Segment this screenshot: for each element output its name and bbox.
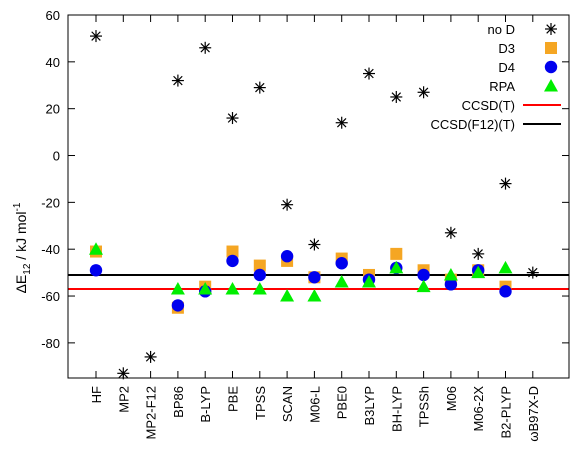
legend-marker-d3 bbox=[545, 42, 557, 54]
y-axis-label: ΔE12 / kJ mol-1 bbox=[12, 202, 33, 293]
point-rpa bbox=[170, 282, 185, 295]
point-d4 bbox=[335, 257, 348, 270]
legend-label-ccsd-t: CCSD(T) bbox=[462, 98, 515, 113]
y-tick-label: -60 bbox=[41, 289, 60, 304]
x-tick-label: B-LYP bbox=[198, 386, 213, 423]
x-tick-label: B3LYP bbox=[362, 386, 377, 426]
x-tick-label: BH-LYP bbox=[389, 386, 404, 432]
x-tick-label: TPSS bbox=[253, 386, 268, 420]
point-d4 bbox=[499, 285, 512, 298]
point-no-d bbox=[390, 90, 403, 103]
legend-marker-rpa bbox=[544, 79, 558, 92]
data-points bbox=[89, 30, 539, 380]
x-tick-label: PBE0 bbox=[335, 386, 350, 419]
x-tick-label: SCAN bbox=[280, 386, 295, 422]
y-tick-label: 20 bbox=[46, 102, 60, 117]
point-rpa bbox=[362, 274, 376, 288]
legend-label-rpa: RPA bbox=[489, 79, 515, 94]
point-d4 bbox=[280, 250, 294, 263]
point-rpa bbox=[252, 282, 267, 295]
x-tick-label: HF bbox=[89, 386, 104, 403]
point-rpa bbox=[89, 242, 103, 255]
point-no-d bbox=[499, 177, 512, 190]
point-no-d bbox=[444, 226, 457, 239]
y-tick-label: -20 bbox=[41, 195, 60, 210]
point-d4 bbox=[444, 278, 458, 291]
y-axis-label-main: ΔE bbox=[13, 275, 29, 294]
x-tick-label: M06-2X bbox=[471, 386, 486, 432]
point-d4 bbox=[308, 271, 321, 284]
point-no-d bbox=[90, 30, 102, 43]
legend-label-ccsd-f12-t: CCSD(F12)(T) bbox=[431, 117, 516, 132]
x-tick-label: B2-PLYP bbox=[499, 386, 514, 439]
point-rpa bbox=[443, 267, 458, 281]
y-axis-label-unit: / kJ mol bbox=[13, 211, 29, 263]
point-rpa bbox=[389, 260, 404, 274]
point-rpa bbox=[416, 279, 431, 293]
point-rpa bbox=[334, 274, 349, 288]
x-tick-label: BP86 bbox=[171, 386, 186, 418]
point-no-d bbox=[253, 81, 266, 94]
legend-label-d3: D3 bbox=[498, 41, 515, 56]
x-tick-label: MP2-F12 bbox=[144, 386, 159, 439]
point-no-d bbox=[335, 116, 348, 129]
point-d3 bbox=[390, 247, 403, 260]
x-tick-label: M06 bbox=[444, 386, 459, 411]
point-no-d bbox=[308, 238, 321, 251]
legend: no D D3 D4 RPA CCSD(T) CCSD(F12)(T) bbox=[431, 22, 561, 132]
axes: 60 40 20 0 -20 -40 -60 -80 HF MP2 MP2-F12 BP86 B-LYP… bbox=[41, 8, 570, 442]
point-d4 bbox=[89, 264, 103, 277]
point-rpa bbox=[225, 282, 240, 295]
point-no-d bbox=[417, 86, 430, 99]
x-tick-label: MP2 bbox=[116, 386, 131, 413]
point-d4 bbox=[253, 268, 266, 282]
point-no-d bbox=[363, 67, 375, 80]
point-d4 bbox=[417, 268, 430, 282]
point-no-d bbox=[526, 266, 539, 279]
y-axis-label-subscript: 12 bbox=[22, 263, 33, 275]
point-no-d bbox=[171, 74, 184, 87]
point-d4 bbox=[226, 254, 239, 268]
legend-marker-no-d bbox=[545, 23, 557, 35]
point-no-d bbox=[144, 350, 157, 363]
point-rpa bbox=[198, 282, 213, 295]
point-no-d bbox=[281, 198, 294, 211]
point-no-d bbox=[472, 247, 485, 260]
x-tick-label: PBE bbox=[226, 386, 241, 412]
point-rpa bbox=[498, 260, 513, 274]
point-no-d bbox=[199, 41, 212, 54]
y-tick-label: 60 bbox=[46, 8, 60, 23]
point-d3 bbox=[226, 245, 239, 258]
point-d4 bbox=[171, 299, 185, 312]
point-d3 bbox=[253, 259, 266, 272]
point-no-d bbox=[226, 112, 239, 125]
legend-label-d4: D4 bbox=[498, 60, 515, 75]
y-axis-label-superscript: -1 bbox=[12, 202, 23, 211]
point-rpa bbox=[471, 265, 486, 279]
x-tick-label: ωB97X-D bbox=[526, 386, 541, 442]
point-rpa bbox=[280, 289, 295, 302]
y-tick-label: -40 bbox=[41, 242, 60, 257]
legend-label-no-d: no D bbox=[488, 22, 515, 37]
point-rpa bbox=[307, 289, 322, 302]
y-tick-label: 0 bbox=[53, 149, 60, 164]
legend-marker-d4 bbox=[544, 60, 558, 74]
y-tick-label: -80 bbox=[41, 336, 60, 351]
plot-frame bbox=[67, 14, 570, 379]
x-tick-label: M06-L bbox=[307, 386, 322, 423]
x-tick-label: TPSSh bbox=[417, 386, 432, 427]
y-tick-label: 40 bbox=[46, 55, 60, 70]
